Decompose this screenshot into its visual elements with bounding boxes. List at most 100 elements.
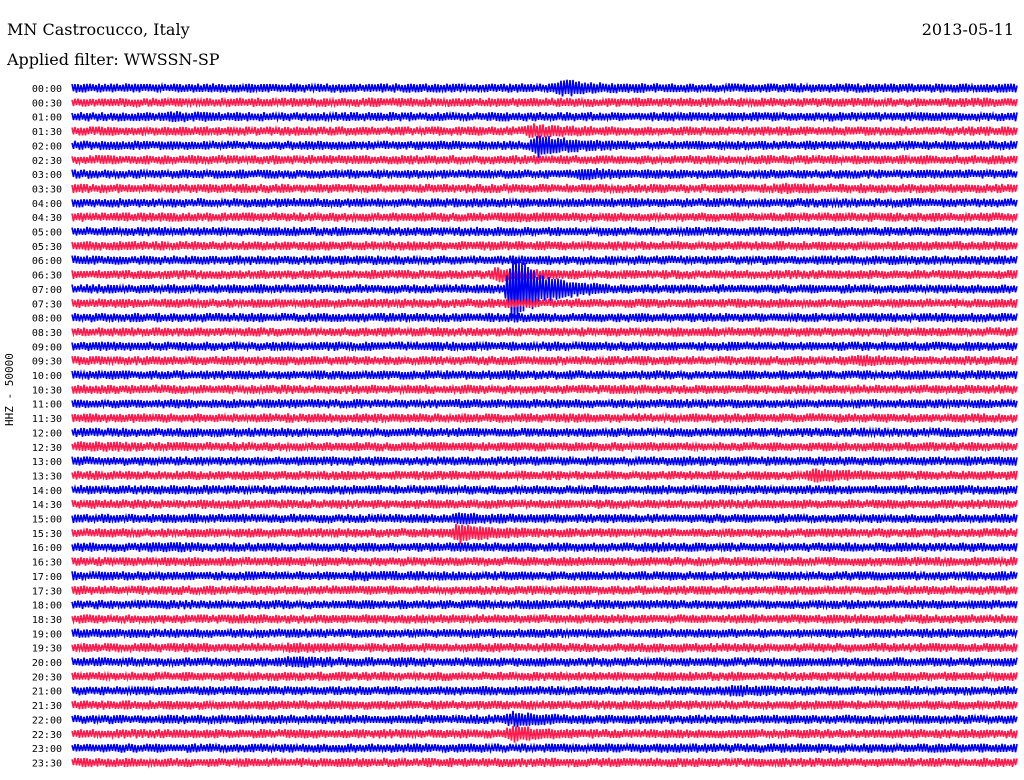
trace-row (71, 239, 1018, 253)
trace-row (71, 440, 1018, 454)
trace-row (71, 612, 1018, 626)
date-label: 2013-05-11 (921, 20, 1014, 39)
row-time-label: 17:30 (32, 586, 62, 597)
row-time-label: 05:00 (32, 228, 62, 239)
row-time-label: 19:30 (32, 644, 62, 655)
trace-row (71, 584, 1018, 597)
row-time-label: 22:30 (32, 730, 62, 741)
trace-row (71, 340, 1018, 353)
trace-row (71, 311, 1018, 324)
row-time-label: 14:30 (32, 500, 62, 511)
trace-row (71, 512, 1018, 525)
row-time-label: 15:30 (32, 529, 62, 540)
trace-row (71, 110, 1018, 123)
trace-row (71, 196, 1018, 210)
row-time-label: 20:30 (32, 672, 62, 683)
row-time-label: 02:30 (32, 156, 62, 167)
row-time-label: 01:00 (32, 113, 62, 124)
row-time-label: 13:00 (32, 457, 62, 468)
trace-row (71, 182, 1018, 195)
trace-row (71, 684, 1018, 697)
row-time-label: 09:30 (32, 357, 62, 368)
row-time-label: 16:30 (32, 558, 62, 569)
row-time-label: 06:00 (32, 256, 62, 267)
row-time-label: 20:00 (32, 658, 62, 669)
row-time-label: 06:30 (32, 271, 62, 282)
trace-row (71, 468, 1018, 483)
trace-row (71, 741, 1018, 755)
trace-row (71, 670, 1018, 683)
trace-row (71, 756, 1018, 769)
trace-row (71, 541, 1018, 554)
trace-group (71, 79, 1018, 769)
row-time-label: 14:00 (32, 486, 62, 497)
row-time-label: 12:30 (32, 443, 62, 454)
row-time-label: 02:00 (32, 141, 62, 152)
trace-row (71, 397, 1018, 410)
row-time-label: 11:30 (32, 414, 62, 425)
trace-row (71, 123, 1018, 139)
time-label-group: 00:00 00:30 01:00 01:30 02:00 02:30 03:00 03:30… (32, 84, 62, 769)
trace-row (71, 135, 1018, 159)
filter-label: Applied filter: WWSSN-SP (7, 50, 220, 69)
trace-row (71, 267, 1018, 283)
trace-row (71, 454, 1018, 468)
trace-row (71, 153, 1018, 166)
row-time-label: 04:30 (32, 213, 62, 224)
trace-row (71, 296, 1018, 310)
row-time-label: 07:30 (32, 299, 62, 310)
row-time-label: 17:00 (32, 572, 62, 583)
trace-row (71, 699, 1018, 712)
trace-row (71, 710, 1018, 728)
row-time-label: 08:30 (32, 328, 62, 339)
row-time-label: 03:00 (32, 170, 62, 181)
trace-row (71, 411, 1018, 425)
row-time-label: 11:00 (32, 400, 62, 411)
row-time-label: 00:30 (32, 98, 62, 109)
trace-row (71, 498, 1018, 511)
row-time-label: 15:00 (32, 515, 62, 526)
trace-row (71, 225, 1018, 238)
trace-row (71, 211, 1018, 224)
row-time-label: 08:00 (32, 314, 62, 325)
row-time-label: 04:00 (32, 199, 62, 210)
row-time-label: 09:00 (32, 342, 62, 353)
row-time-label: 03:30 (32, 184, 62, 195)
trace-row (71, 598, 1018, 611)
trace-row (71, 483, 1018, 496)
trace-row (71, 369, 1018, 382)
row-time-label: 10:00 (32, 371, 62, 382)
row-time-label: 19:00 (32, 629, 62, 640)
trace-row (71, 354, 1018, 367)
row-time-label: 23:30 (32, 758, 62, 769)
trace-row (71, 627, 1018, 640)
row-time-label: 01:30 (32, 127, 62, 138)
trace-row (71, 569, 1018, 582)
row-time-label: 22:00 (32, 715, 62, 726)
trace-row (71, 79, 1018, 97)
row-time-label: 05:30 (32, 242, 62, 253)
trace-row (71, 426, 1018, 439)
row-time-label: 18:00 (32, 601, 62, 612)
row-time-label: 21:00 (32, 687, 62, 698)
station-title: MN Castrocucco, Italy (7, 20, 190, 39)
row-time-label: 12:00 (32, 428, 62, 439)
trace-row (71, 254, 1018, 267)
trace-row (71, 167, 1018, 181)
row-time-label: 18:30 (32, 615, 62, 626)
trace-row (71, 325, 1018, 338)
row-time-label: 21:30 (32, 701, 62, 712)
trace-row (71, 383, 1018, 396)
row-time-label: 10:30 (32, 385, 62, 396)
trace-row (71, 641, 1018, 654)
row-time-label: 13:30 (32, 471, 62, 482)
row-time-label: 07:00 (32, 285, 62, 296)
trace-row (71, 555, 1018, 568)
row-time-label: 16:00 (32, 543, 62, 554)
row-time-label: 00:00 (32, 84, 62, 95)
row-time-label: 23:00 (32, 744, 62, 755)
trace-row (71, 257, 1018, 323)
trace-row (71, 725, 1018, 743)
trace-row (71, 523, 1018, 545)
trace-row (71, 96, 1018, 109)
